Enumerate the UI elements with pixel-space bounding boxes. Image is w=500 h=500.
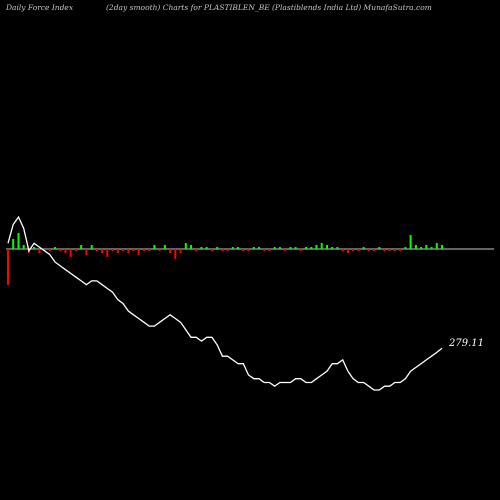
force-bar bbox=[226, 249, 229, 251]
force-bar bbox=[247, 249, 250, 251]
force-bar bbox=[352, 249, 355, 251]
force-bar bbox=[320, 243, 323, 249]
force-bar bbox=[341, 249, 344, 251]
force-bar bbox=[357, 249, 360, 251]
force-bar bbox=[111, 249, 114, 251]
force-bar bbox=[435, 243, 438, 249]
force-bar bbox=[195, 249, 198, 251]
force-bar bbox=[95, 249, 98, 251]
force-bar bbox=[7, 249, 9, 285]
force-bar bbox=[101, 249, 104, 253]
force-bar bbox=[278, 247, 281, 249]
force-bar bbox=[284, 249, 287, 251]
force-bar bbox=[346, 249, 349, 253]
force-bar bbox=[378, 247, 381, 249]
chart-title-center: (2day smooth) Charts for PLASTIBLEN_BE bbox=[106, 3, 270, 12]
force-bar bbox=[132, 249, 135, 251]
force-bar bbox=[153, 245, 156, 249]
force-bar bbox=[299, 249, 302, 251]
force-bar bbox=[69, 249, 72, 257]
force-bar bbox=[430, 247, 433, 249]
force-bar bbox=[64, 249, 67, 253]
force-bar bbox=[252, 247, 255, 249]
force-bar bbox=[441, 245, 443, 249]
force-bar bbox=[237, 247, 240, 249]
force-bar bbox=[169, 249, 172, 253]
force-bar bbox=[90, 245, 93, 249]
force-bar bbox=[414, 245, 417, 249]
force-bar bbox=[373, 249, 375, 251]
force-bar bbox=[231, 247, 234, 249]
force-bar bbox=[22, 245, 25, 249]
force-bar bbox=[59, 249, 62, 251]
force-index-bars bbox=[7, 233, 443, 285]
force-bar bbox=[399, 249, 402, 251]
force-bar bbox=[388, 249, 391, 251]
force-bar bbox=[294, 247, 297, 249]
force-bar bbox=[331, 247, 334, 249]
force-bar bbox=[420, 247, 423, 249]
force-bar bbox=[43, 249, 46, 251]
force-bar bbox=[38, 249, 41, 253]
force-bar bbox=[289, 247, 292, 249]
force-bar bbox=[137, 249, 140, 255]
force-bar bbox=[326, 245, 328, 249]
force-bar bbox=[336, 247, 339, 249]
force-bar bbox=[148, 249, 151, 251]
force-bar bbox=[184, 243, 187, 249]
force-bar bbox=[258, 247, 260, 249]
force-bar bbox=[75, 249, 77, 251]
force-bar bbox=[409, 235, 412, 249]
force-bar bbox=[158, 249, 161, 251]
force-bar bbox=[210, 249, 213, 251]
force-bar bbox=[106, 249, 109, 257]
force-bar bbox=[48, 249, 51, 251]
force-bar bbox=[33, 247, 36, 249]
force-bar bbox=[362, 247, 365, 249]
chart-title-left: Daily Force Index bbox=[6, 3, 74, 12]
force-bar bbox=[205, 247, 208, 249]
force-bar bbox=[268, 249, 271, 251]
force-bar bbox=[122, 249, 124, 251]
force-bar bbox=[367, 249, 370, 251]
force-bar bbox=[127, 249, 130, 253]
force-bar bbox=[143, 249, 145, 251]
force-bar bbox=[54, 247, 57, 249]
force-bar bbox=[273, 247, 276, 249]
force-bar bbox=[116, 249, 119, 253]
force-bar bbox=[221, 249, 224, 251]
force-bar bbox=[163, 245, 166, 249]
force-bar bbox=[12, 239, 15, 249]
force-bar bbox=[305, 247, 307, 249]
chart-title-right: (Plastiblends India Ltd) MunafaSutra.com bbox=[272, 3, 432, 12]
force-bar bbox=[242, 249, 245, 251]
force-bar bbox=[263, 249, 266, 251]
force-bar bbox=[80, 245, 83, 249]
force-bar bbox=[393, 249, 396, 251]
price-line bbox=[7, 215, 443, 391]
force-bar bbox=[174, 249, 177, 259]
last-price-label: 279.11 bbox=[448, 338, 484, 349]
force-bar bbox=[216, 247, 219, 249]
force-bar bbox=[404, 247, 407, 249]
force-bar bbox=[425, 245, 428, 249]
force-bar bbox=[179, 249, 182, 253]
force-bar bbox=[310, 247, 313, 249]
force-bar bbox=[200, 247, 203, 249]
force-bar bbox=[85, 249, 88, 255]
force-bar bbox=[190, 245, 192, 249]
force-bar bbox=[315, 245, 318, 249]
force-bar bbox=[17, 233, 20, 249]
force-bar bbox=[383, 249, 386, 251]
